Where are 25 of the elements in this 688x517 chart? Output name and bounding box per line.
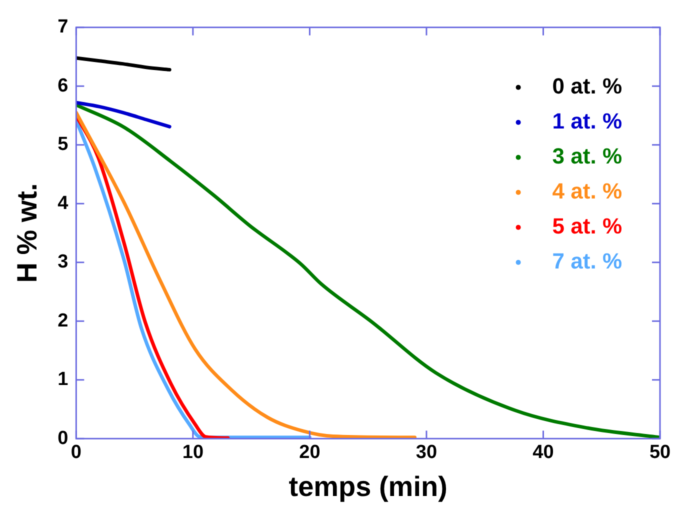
x-tick-label: 20 xyxy=(299,442,320,464)
legend-label: 1 at. % xyxy=(552,108,622,134)
y-axis-title: H % wt. xyxy=(12,183,43,283)
x-axis-title: temps (min) xyxy=(288,470,448,502)
y-tick-label: 3 xyxy=(58,252,68,273)
y-tick-label: 2 xyxy=(58,310,68,332)
y-tick-label: 4 xyxy=(58,192,69,214)
x-tick-label: 50 xyxy=(649,442,671,464)
legend-label: 5 at. % xyxy=(552,213,622,238)
x-tick-label: 10 xyxy=(182,442,204,464)
x-tick-label: 30 xyxy=(416,442,438,464)
y-tick-label: 6 xyxy=(58,75,68,96)
y-tick-label: 7 xyxy=(58,16,68,38)
legend-label: 7 at. % xyxy=(552,248,622,274)
legend-label: 0 at. % xyxy=(552,73,622,98)
legend-label: 3 at. % xyxy=(552,143,622,168)
x-tick-label: 40 xyxy=(532,442,554,464)
y-tick-label: 0 xyxy=(58,428,68,449)
line-series xyxy=(76,100,172,128)
line-series xyxy=(76,118,312,439)
legend-label: 4 at. % xyxy=(552,178,622,204)
y-tick-label: 5 xyxy=(58,134,69,156)
y-tick-label: 1 xyxy=(58,369,69,390)
line-series xyxy=(76,56,172,72)
line-series xyxy=(76,110,417,439)
